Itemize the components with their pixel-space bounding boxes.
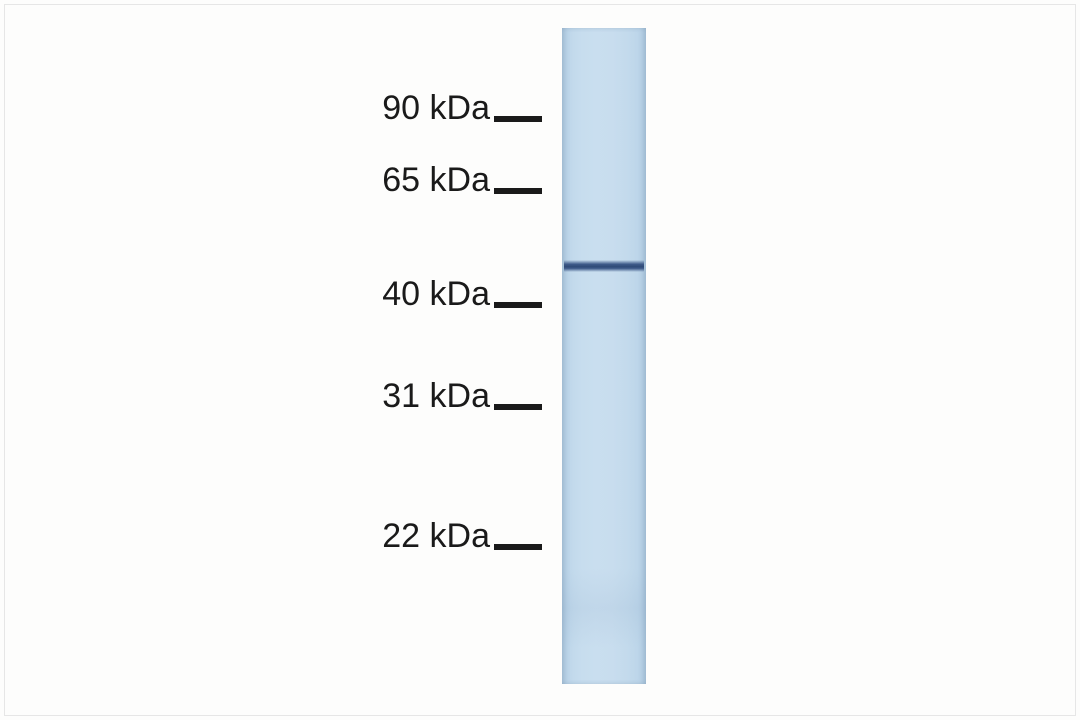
western-blot-figure: 90 kDa 65 kDa 40 kDa 31 kDa 22 kDa (0, 0, 1080, 720)
mw-marker-tick (494, 302, 542, 308)
mw-marker-tick (494, 188, 542, 194)
mw-marker-label: 65 kDa (0, 161, 490, 200)
lane-smear (562, 568, 646, 648)
mw-marker-label: 40 kDa (0, 275, 490, 314)
mw-marker-tick (494, 544, 542, 550)
mw-marker-tick (494, 116, 542, 122)
mw-marker-label: 31 kDa (0, 377, 490, 416)
mw-marker-label: 90 kDa (0, 89, 490, 128)
mw-marker-label: 22 kDa (0, 517, 490, 556)
protein-band (564, 260, 644, 272)
mw-marker-tick (494, 404, 542, 410)
blot-lane (562, 28, 646, 684)
